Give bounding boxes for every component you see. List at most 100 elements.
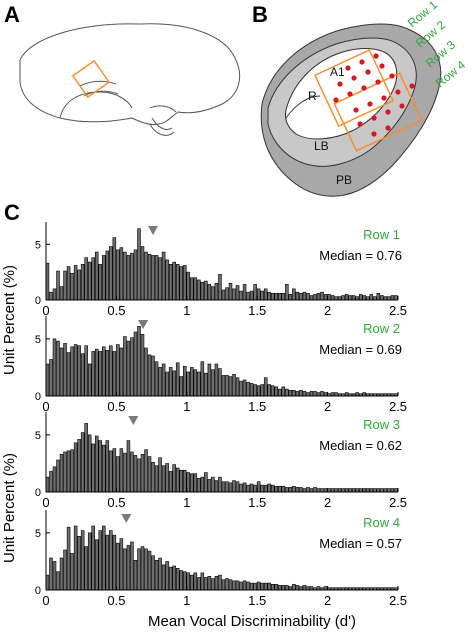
histogram-bar bbox=[168, 471, 173, 493]
histogram-bar bbox=[313, 391, 317, 397]
histogram-bar bbox=[242, 580, 247, 591]
histogram-bar bbox=[154, 255, 159, 301]
histogram-bar bbox=[211, 286, 215, 301]
histogram-bar bbox=[197, 477, 201, 493]
histogram-bar bbox=[337, 296, 342, 301]
histogram-bar bbox=[330, 295, 335, 301]
histogram-bar bbox=[165, 463, 169, 493]
y-tick-label: 5 bbox=[35, 239, 41, 251]
histogram-bar bbox=[323, 294, 328, 301]
x-tick-label: 1 bbox=[183, 303, 190, 318]
histogram-bar bbox=[218, 368, 222, 397]
x-tick-label: 0 bbox=[42, 495, 49, 510]
y-axis-label-bottom: Unit Percent (%) bbox=[1, 453, 18, 563]
electrode-dot bbox=[333, 97, 339, 103]
histogram-bar bbox=[161, 564, 166, 591]
histogram-bar bbox=[112, 534, 117, 591]
histogram-bar bbox=[341, 488, 345, 493]
histogram-bar bbox=[112, 351, 117, 397]
electrode-dots bbox=[333, 53, 415, 137]
histogram-bar bbox=[133, 559, 138, 591]
electrode-dot bbox=[395, 89, 401, 95]
label-lb: LB bbox=[314, 139, 329, 153]
histogram-bar bbox=[165, 259, 169, 301]
histogram-bar bbox=[306, 487, 310, 493]
histogram-bar bbox=[151, 355, 155, 397]
y-tick-label: 0 bbox=[35, 585, 41, 597]
median-marker bbox=[121, 514, 132, 523]
histogram-bar bbox=[246, 381, 250, 397]
histogram-bar bbox=[253, 384, 257, 397]
histogram-bar bbox=[109, 530, 113, 591]
histogram-bar bbox=[309, 586, 314, 591]
histogram-bar bbox=[292, 485, 296, 493]
histogram-bar bbox=[154, 559, 159, 591]
electrode-dot bbox=[399, 103, 405, 109]
histogram-bar bbox=[270, 484, 275, 493]
histogram-bar bbox=[126, 545, 131, 591]
histogram-bar bbox=[369, 294, 374, 301]
histogram-bar bbox=[73, 344, 78, 397]
histogram-bar bbox=[119, 247, 124, 301]
histogram-bar bbox=[77, 439, 81, 493]
histogram-bar bbox=[52, 288, 57, 301]
histogram-bar bbox=[302, 585, 307, 591]
histogram-bar bbox=[137, 458, 141, 493]
electrode-dot bbox=[357, 121, 363, 127]
histogram-bar bbox=[218, 574, 222, 591]
histogram-bar bbox=[94, 435, 99, 493]
histogram-bar bbox=[323, 488, 328, 493]
histogram-bar bbox=[295, 291, 300, 301]
histogram-bar bbox=[316, 293, 321, 301]
histogram-bar bbox=[130, 337, 134, 397]
electrode-dot bbox=[361, 85, 367, 91]
histogram-bar bbox=[161, 465, 166, 493]
histogram-bar bbox=[225, 287, 229, 301]
histogram-bar bbox=[102, 255, 106, 301]
histogram-bar bbox=[147, 550, 152, 591]
histogram-bar bbox=[158, 457, 162, 493]
electrode-dot bbox=[359, 59, 365, 65]
histogram-bar bbox=[288, 487, 293, 493]
histogram-bar bbox=[204, 577, 208, 591]
histogram-bar bbox=[59, 453, 64, 493]
histogram-bar bbox=[154, 361, 159, 397]
histogram-bar bbox=[179, 266, 183, 301]
histogram-bar bbox=[204, 472, 208, 493]
median-text: Median = 0.76 bbox=[319, 248, 402, 263]
histogram-bar bbox=[126, 255, 131, 301]
histogram-bar bbox=[387, 296, 391, 301]
histogram-bar bbox=[182, 265, 187, 301]
histogram-bar bbox=[94, 539, 99, 591]
histogram-bar bbox=[211, 578, 215, 591]
electrode-dot bbox=[371, 115, 377, 121]
lower-recording-grid bbox=[333, 72, 423, 152]
histogram-bar bbox=[80, 432, 85, 493]
histogram-bar bbox=[253, 582, 257, 591]
histogram-bar bbox=[66, 526, 71, 591]
histogram-bar bbox=[168, 367, 173, 397]
histogram-bar bbox=[366, 488, 370, 493]
histogram-bar bbox=[130, 451, 134, 493]
histogram-bar bbox=[154, 465, 159, 493]
histogram-bar bbox=[281, 386, 286, 397]
x-tick-label: 2 bbox=[324, 303, 331, 318]
panel-label-c: C bbox=[4, 200, 20, 225]
electrode-dot bbox=[347, 91, 353, 97]
x-tick-label: 1.5 bbox=[248, 495, 266, 510]
histogram-bar bbox=[228, 282, 233, 301]
histogram-bar bbox=[285, 585, 289, 591]
histogram-row-3: 0 0.5 1 1.5 2 2.5 0 5 Row 3 Median = 0.62 bbox=[35, 412, 407, 510]
median-text: Median = 0.62 bbox=[319, 438, 402, 453]
histogram-bar bbox=[175, 362, 180, 397]
histogram-bar bbox=[285, 487, 289, 493]
histogram-bar bbox=[140, 453, 145, 493]
histogram-bar bbox=[362, 295, 367, 301]
histogram-bar bbox=[295, 391, 300, 397]
histogram-row-1: 0 0.5 1 1.5 2 2.5 0 5 Row 1 Median = 0.76 bbox=[35, 222, 407, 318]
histogram-bar bbox=[63, 343, 67, 397]
label-a1: A1 bbox=[330, 65, 345, 79]
histogram-bar bbox=[320, 488, 324, 493]
histogram-bar bbox=[207, 479, 212, 493]
histogram-bar bbox=[105, 440, 110, 493]
